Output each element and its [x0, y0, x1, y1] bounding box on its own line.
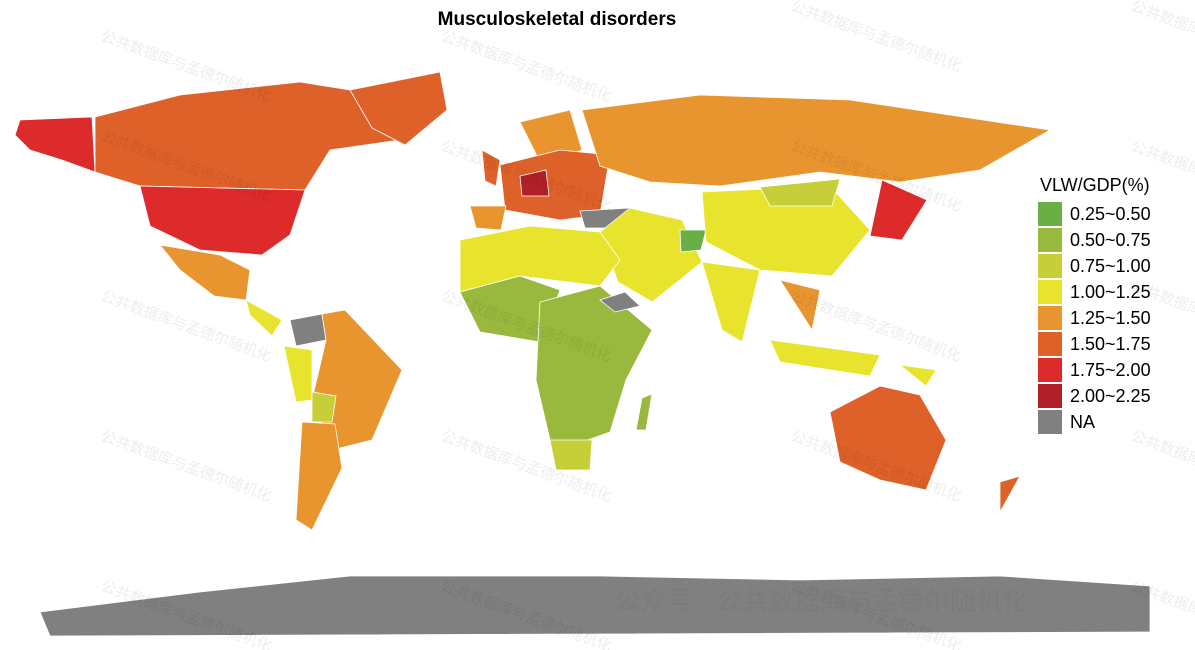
region: [469, 205, 507, 231]
region: [139, 185, 306, 256]
region: [829, 385, 947, 491]
legend-label: 1.00~1.25: [1070, 282, 1151, 302]
region: [519, 169, 550, 197]
legend-swatch: [1038, 228, 1062, 252]
region: [245, 299, 283, 337]
legend-label: 0.50~0.75: [1070, 230, 1151, 250]
region: [14, 116, 96, 173]
region: [349, 71, 448, 146]
legend-label: 1.25~1.50: [1070, 308, 1151, 328]
region: [759, 178, 841, 207]
region: [599, 291, 641, 313]
watermark: 公共数据库与孟德尔随机化: [99, 27, 274, 105]
region: [779, 279, 821, 332]
legend-swatch: [1038, 332, 1062, 356]
region: [869, 179, 928, 241]
watermark: 公共数据库与孟德尔随机化: [1129, 427, 1195, 505]
legend-swatch: [1038, 384, 1062, 408]
legend-swatch: [1038, 280, 1062, 304]
legend-swatch: [1038, 358, 1062, 382]
legend-label: 1.75~2.00: [1070, 360, 1151, 380]
region: [94, 81, 402, 191]
watermark: 公共数据库与孟德尔随机化: [99, 427, 274, 505]
legend-swatch: [1038, 306, 1062, 330]
region: [769, 339, 881, 377]
watermark: 公共数据库与孟德尔随机化: [789, 0, 964, 75]
region: [289, 313, 327, 347]
legend-label: 1.50~1.75: [1070, 334, 1151, 354]
legend-label: 2.00~2.25: [1070, 386, 1151, 406]
map-title: Musculoskeletal disorders: [438, 9, 677, 30]
legend-swatch: [1038, 410, 1062, 434]
region: [635, 393, 653, 431]
region: [701, 261, 761, 343]
legend-swatch: [1038, 202, 1062, 226]
legend: VLW/GDP(%) 0.25~0.50 0.50~0.75 0.75~1.00 1.…: [1038, 175, 1151, 434]
legend-label: NA: [1070, 412, 1095, 432]
region: [898, 364, 937, 387]
legend-label: 0.75~1.00: [1070, 256, 1151, 276]
region: [549, 439, 593, 471]
footer-watermark: 公众号 · 公共数据库与孟德尔随机化: [615, 586, 1028, 616]
watermark: 公共数据库与孟德尔随机化: [99, 287, 274, 365]
world-map: [14, 71, 1151, 637]
region: [311, 391, 337, 423]
region: [39, 575, 1151, 637]
region: [679, 229, 707, 253]
region: [295, 421, 343, 531]
legend-swatch: [1038, 254, 1062, 278]
region: [283, 345, 313, 403]
region: [999, 475, 1021, 514]
legend-title: VLW/GDP(%): [1040, 175, 1150, 195]
watermark: 公共数据库与孟德尔随机化: [1129, 0, 1195, 75]
region: [535, 285, 653, 443]
region: [459, 225, 621, 293]
watermark: 公共数据库与孟德尔随机化: [439, 27, 614, 105]
region: [311, 309, 403, 451]
region: [581, 94, 1052, 187]
legend-label: 0.25~0.50: [1070, 204, 1151, 224]
region: [481, 149, 501, 187]
